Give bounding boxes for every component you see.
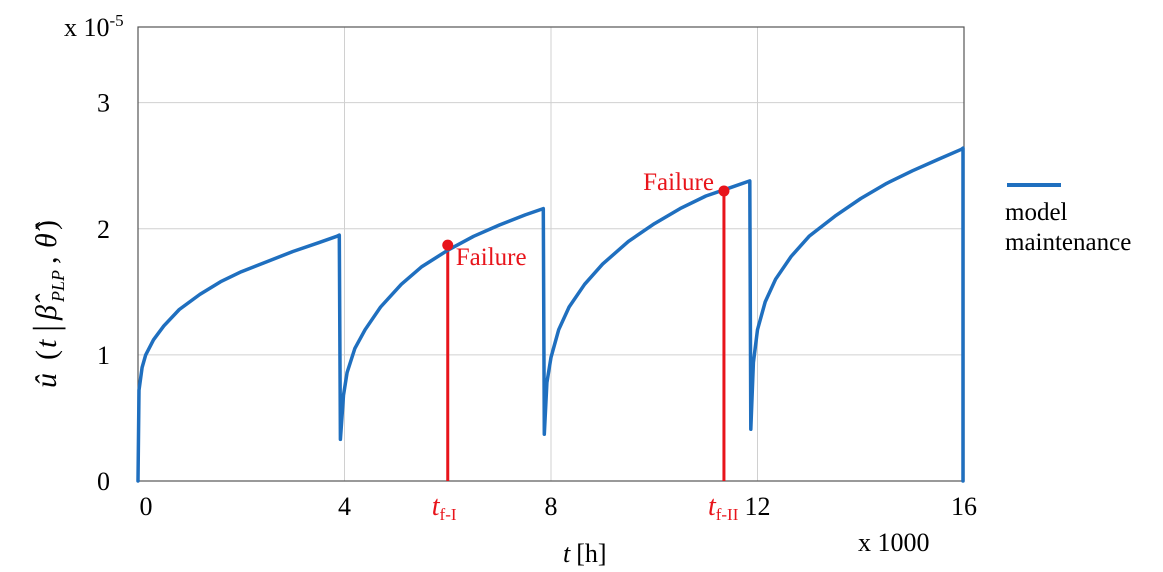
y-axis-title: û ( t | β̂ PLP , θ̂ ) bbox=[26, 220, 68, 388]
x-axis-title: t [h] bbox=[563, 539, 607, 568]
svg-text:): ) bbox=[30, 220, 63, 230]
y-multiplier-label: x 10-5 bbox=[64, 11, 124, 42]
legend-swatch bbox=[1007, 183, 1061, 187]
failure-tick-label: tf-I bbox=[432, 491, 457, 524]
failure-tick-label: tf-II bbox=[708, 491, 739, 524]
legend-label-line1: model bbox=[1005, 199, 1068, 226]
svg-text:,: , bbox=[30, 257, 63, 265]
failure-label: Failure bbox=[643, 169, 714, 196]
x-tick-label: 4 bbox=[338, 492, 351, 521]
x-tick-label: 8 bbox=[545, 492, 558, 521]
series-line-model-maintenance bbox=[136, 146, 965, 483]
svg-text:PLP: PLP bbox=[48, 270, 68, 303]
x-tick-label: 12 bbox=[745, 492, 771, 521]
marker-layer: Failure Failure bbox=[442, 169, 730, 271]
x-tick-label: 0 bbox=[140, 492, 153, 521]
legend: model maintenance bbox=[1005, 170, 1155, 270]
x-tick-label: 16 bbox=[951, 492, 977, 521]
grid-layer bbox=[138, 27, 964, 481]
legend-label-line2: maintenance bbox=[1005, 229, 1132, 256]
y-tick-label: 1 bbox=[97, 341, 110, 370]
svg-text:|: | bbox=[26, 325, 66, 332]
failure-point bbox=[718, 185, 730, 197]
failure-layer bbox=[446, 190, 726, 481]
svg-text:û: û bbox=[30, 373, 63, 388]
y-tick-label: 2 bbox=[97, 215, 110, 244]
failure-point bbox=[442, 239, 454, 251]
y-tick-label: 0 bbox=[97, 467, 110, 496]
y-tick-label: 3 bbox=[97, 89, 110, 118]
x-multiplier-label: x 1000 bbox=[858, 528, 930, 557]
series-layer bbox=[136, 146, 965, 483]
svg-text:t: t bbox=[30, 339, 63, 348]
failure-label: Failure bbox=[456, 244, 527, 271]
svg-text:(: ( bbox=[30, 350, 63, 360]
